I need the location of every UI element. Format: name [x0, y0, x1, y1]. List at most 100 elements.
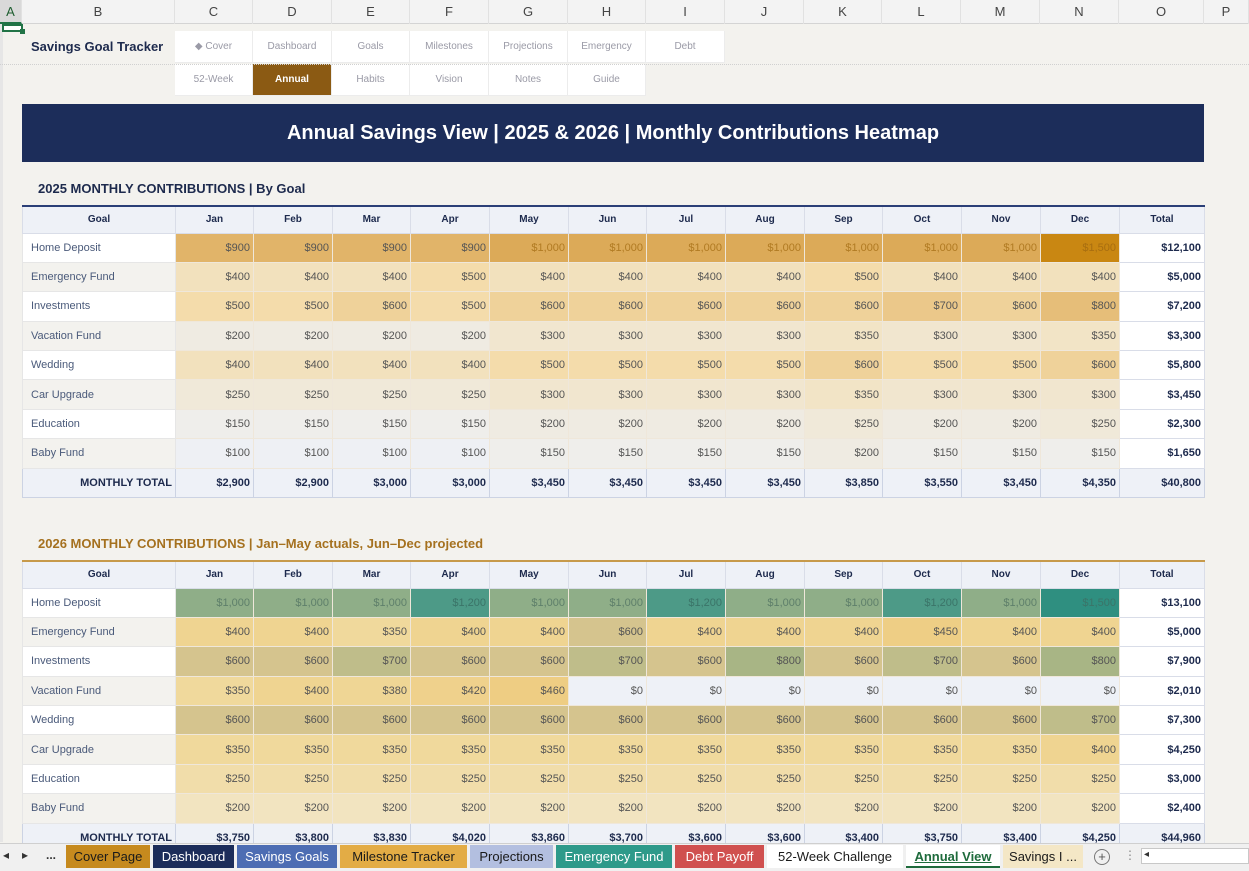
contribution-cell[interactable]: $200: [410, 793, 490, 824]
contribution-cell[interactable]: $300: [568, 320, 647, 352]
tab-scroll-left[interactable]: ◂: [3, 848, 10, 862]
row-total-cell[interactable]: $7,300: [1119, 705, 1205, 736]
sheet-tab-annual-view[interactable]: Annual View: [906, 845, 1000, 868]
contribution-cell[interactable]: $500: [646, 350, 726, 381]
contribution-cell[interactable]: $0: [804, 675, 883, 707]
contribution-cell[interactable]: $600: [410, 705, 490, 736]
contribution-cell[interactable]: $500: [961, 350, 1041, 381]
contribution-cell[interactable]: $350: [804, 320, 883, 352]
goal-name-cell[interactable]: Emergency Fund: [22, 261, 176, 293]
contribution-cell[interactable]: $1,000: [489, 232, 569, 263]
contribution-cell[interactable]: $600: [961, 291, 1041, 322]
contribution-cell[interactable]: $700: [882, 646, 962, 677]
horizontal-scrollbar[interactable]: ◂: [1141, 848, 1249, 864]
contribution-cell[interactable]: $250: [882, 763, 962, 795]
contribution-cell[interactable]: $1,000: [568, 587, 647, 618]
monthly-total-cell[interactable]: $3,850: [804, 467, 883, 499]
contribution-cell[interactable]: $250: [568, 763, 647, 795]
monthly-total-cell[interactable]: $3,550: [882, 467, 962, 499]
contribution-cell[interactable]: $600: [568, 705, 647, 736]
contribution-cell[interactable]: $200: [961, 793, 1041, 824]
contribution-cell[interactable]: $600: [961, 705, 1041, 736]
contribution-cell[interactable]: $1,200: [410, 587, 490, 618]
contribution-cell[interactable]: $400: [646, 616, 726, 648]
contribution-cell[interactable]: $300: [725, 379, 805, 410]
contribution-cell[interactable]: $600: [253, 646, 333, 677]
contribution-cell[interactable]: $200: [646, 408, 726, 440]
contribution-cell[interactable]: $250: [725, 763, 805, 795]
goal-name-cell[interactable]: Car Upgrade: [22, 734, 176, 765]
contribution-cell[interactable]: $250: [332, 763, 411, 795]
contribution-cell[interactable]: $150: [725, 438, 805, 469]
goal-name-cell[interactable]: Wedding: [22, 350, 176, 381]
contribution-cell[interactable]: $350: [804, 379, 883, 410]
contribution-cell[interactable]: $200: [332, 793, 411, 824]
contribution-cell[interactable]: $600: [253, 705, 333, 736]
contribution-cell[interactable]: $150: [568, 438, 647, 469]
monthly-total-cell[interactable]: $3,750: [882, 822, 962, 843]
contribution-cell[interactable]: $600: [804, 646, 883, 677]
contribution-cell[interactable]: $400: [410, 616, 490, 648]
sheet-tab-cover-page[interactable]: Cover Page: [66, 845, 150, 868]
row-total-cell[interactable]: $2,400: [1119, 793, 1205, 824]
sheet-tab-savings-i[interactable]: Savings I ...: [1003, 845, 1083, 868]
monthly-total-cell[interactable]: $3,860: [489, 822, 569, 843]
monthly-total-cell[interactable]: $2,900: [175, 467, 254, 499]
nav-link-cover[interactable]: ◆ Cover: [175, 31, 253, 63]
contribution-cell[interactable]: $500: [882, 350, 962, 381]
contribution-cell[interactable]: $200: [332, 320, 411, 352]
column-header-p[interactable]: P: [1204, 0, 1249, 24]
contribution-cell[interactable]: $1,000: [568, 232, 647, 263]
contribution-cell[interactable]: $900: [175, 232, 254, 263]
contribution-cell[interactable]: $350: [646, 734, 726, 765]
column-header-n[interactable]: N: [1040, 0, 1119, 24]
contribution-cell[interactable]: $400: [725, 616, 805, 648]
nav-link-dashboard[interactable]: Dashboard: [253, 31, 332, 63]
contribution-cell[interactable]: $600: [489, 646, 569, 677]
contribution-cell[interactable]: $600: [332, 705, 411, 736]
more-options-icon[interactable]: ⋮: [1124, 848, 1136, 862]
contribution-cell[interactable]: $700: [1040, 705, 1120, 736]
contribution-cell[interactable]: $500: [410, 261, 490, 293]
row-total-cell[interactable]: $2,010: [1119, 675, 1205, 707]
contribution-cell[interactable]: $400: [489, 616, 569, 648]
monthly-total-cell[interactable]: $3,400: [961, 822, 1041, 843]
contribution-cell[interactable]: $150: [882, 438, 962, 469]
column-header-b[interactable]: B: [22, 0, 175, 24]
contribution-cell[interactable]: $1,000: [253, 587, 333, 618]
nav-link-debt[interactable]: Debt: [646, 31, 725, 63]
contribution-cell[interactable]: $200: [804, 793, 883, 824]
contribution-cell[interactable]: $800: [1040, 291, 1120, 322]
sheet-tab-savings-goals[interactable]: Savings Goals: [237, 845, 337, 868]
nav-link-goals[interactable]: Goals: [332, 31, 410, 63]
column-header-f[interactable]: F: [410, 0, 489, 24]
contribution-cell[interactable]: $150: [332, 408, 411, 440]
sheet-tab-milestone-tracker[interactable]: Milestone Tracker: [340, 845, 467, 868]
contribution-cell[interactable]: $400: [1040, 261, 1120, 293]
contribution-cell[interactable]: $350: [175, 734, 254, 765]
contribution-cell[interactable]: $350: [725, 734, 805, 765]
contribution-cell[interactable]: $400: [253, 616, 333, 648]
contribution-cell[interactable]: $100: [175, 438, 254, 469]
contribution-cell[interactable]: $250: [332, 379, 411, 410]
contribution-cell[interactable]: $500: [725, 350, 805, 381]
contribution-cell[interactable]: $150: [410, 408, 490, 440]
contribution-cell[interactable]: $1,500: [1040, 587, 1120, 618]
row-total-cell[interactable]: $7,900: [1119, 646, 1205, 677]
contribution-cell[interactable]: $350: [332, 734, 411, 765]
contribution-cell[interactable]: $700: [568, 646, 647, 677]
column-header-a[interactable]: A: [0, 0, 22, 24]
monthly-total-cell[interactable]: $3,600: [725, 822, 805, 843]
grand-total-cell[interactable]: $44,960: [1119, 822, 1205, 843]
contribution-cell[interactable]: $400: [882, 261, 962, 293]
contribution-cell[interactable]: $500: [489, 350, 569, 381]
row-total-cell[interactable]: $13,100: [1119, 587, 1205, 618]
contribution-cell[interactable]: $250: [410, 379, 490, 410]
contribution-cell[interactable]: $500: [804, 261, 883, 293]
contribution-cell[interactable]: $0: [882, 675, 962, 707]
contribution-cell[interactable]: $600: [725, 291, 805, 322]
contribution-cell[interactable]: $400: [646, 261, 726, 293]
contribution-cell[interactable]: $400: [725, 261, 805, 293]
sheet-tab-emergency-fund[interactable]: Emergency Fund: [556, 845, 672, 868]
monthly-total-cell[interactable]: $2,900: [253, 467, 333, 499]
